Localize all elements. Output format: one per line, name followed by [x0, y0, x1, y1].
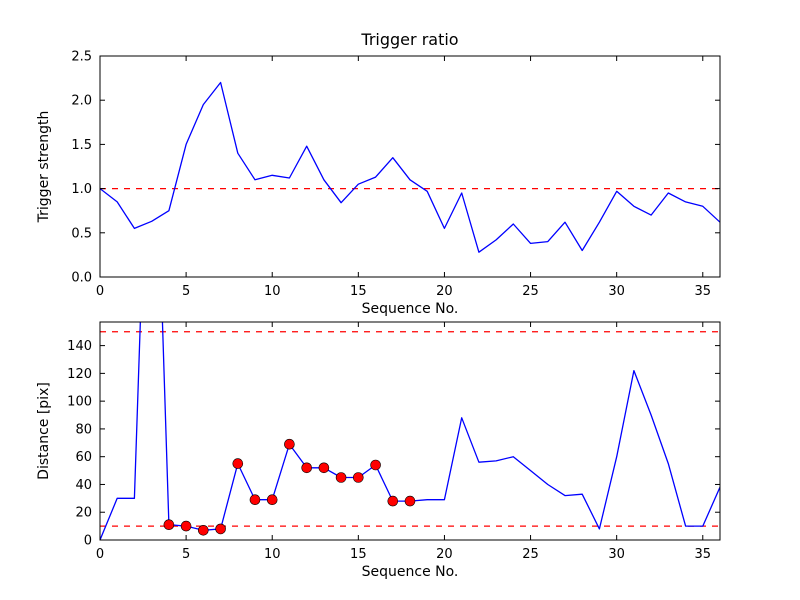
y-tick-label: 2.0: [71, 94, 92, 109]
trigger-strength-line: [100, 81, 720, 253]
y-tick-label: 1.5: [71, 138, 92, 153]
x-tick-label: 10: [264, 547, 281, 562]
data-marker: [370, 459, 381, 471]
x-tick-label: 5: [182, 284, 190, 299]
x-tick-label: 30: [608, 547, 625, 562]
data-marker: [387, 495, 399, 507]
data-marker: [284, 438, 295, 450]
x-tick-label: 5: [182, 547, 190, 562]
y-tick-label: 60: [75, 450, 92, 465]
x-tick-label: 15: [350, 284, 367, 299]
data-marker: [180, 520, 192, 532]
data-marker: [163, 519, 175, 531]
x-tick-label: 35: [695, 284, 712, 299]
x-axis-label: Sequence No.: [362, 564, 459, 580]
distance-line: [100, 322, 720, 540]
x-axis-label: Sequence No.: [362, 301, 459, 317]
x-tick-label: 10: [264, 284, 281, 299]
data-marker: [198, 524, 209, 536]
x-tick-label: 25: [522, 284, 539, 299]
y-axis-label: Trigger strength: [36, 111, 52, 224]
axes-frame: [99, 55, 721, 278]
x-tick-label: 0: [96, 547, 104, 562]
axes-frame: [99, 321, 721, 541]
x-tick-label: 35: [695, 547, 712, 562]
x-tick-label: 20: [436, 547, 453, 562]
x-tick-label: 30: [608, 284, 625, 299]
x-tick-label: 15: [350, 547, 367, 562]
y-tick-label: 120: [67, 367, 92, 382]
data-marker: [266, 494, 278, 506]
y-tick-label: 0.5: [71, 226, 92, 241]
y-tick-label: 80: [75, 422, 92, 437]
x-tick-label: 0: [96, 284, 104, 299]
y-tick-label: 1.0: [71, 182, 92, 197]
data-marker: [249, 494, 261, 506]
x-tick-label: 25: [522, 547, 539, 562]
data-marker: [352, 472, 364, 483]
y-tick-label: 0.0: [71, 271, 92, 286]
y-tick-label: 140: [67, 339, 92, 354]
chart-trigger-ratio: 0 5 10 15 20 25 30 35 0.0 0.5 1.0 1.5 2.0 2.5 Trigger …: [36, 30, 721, 317]
data-marker: [318, 462, 330, 474]
data-marker: [301, 462, 313, 474]
data-marker: [404, 495, 416, 507]
chart-distance: 0 5 10 15 20 25 30 35 0 20 40 60 80 100 120 140 Sequence…: [36, 321, 721, 580]
x-tick-label: 20: [436, 284, 453, 299]
y-tick-label: 20: [75, 506, 92, 521]
chart-title: Trigger ratio: [360, 30, 458, 49]
data-marker: [335, 472, 347, 483]
data-marker: [215, 523, 226, 535]
y-tick-label: 2.5: [71, 50, 92, 65]
y-tick-label: 100: [67, 395, 92, 410]
data-marker: [232, 458, 244, 469]
y-tick-label: 0: [84, 534, 92, 549]
y-axis-label: Distance [pix]: [36, 382, 52, 480]
y-tick-label: 40: [75, 478, 92, 493]
